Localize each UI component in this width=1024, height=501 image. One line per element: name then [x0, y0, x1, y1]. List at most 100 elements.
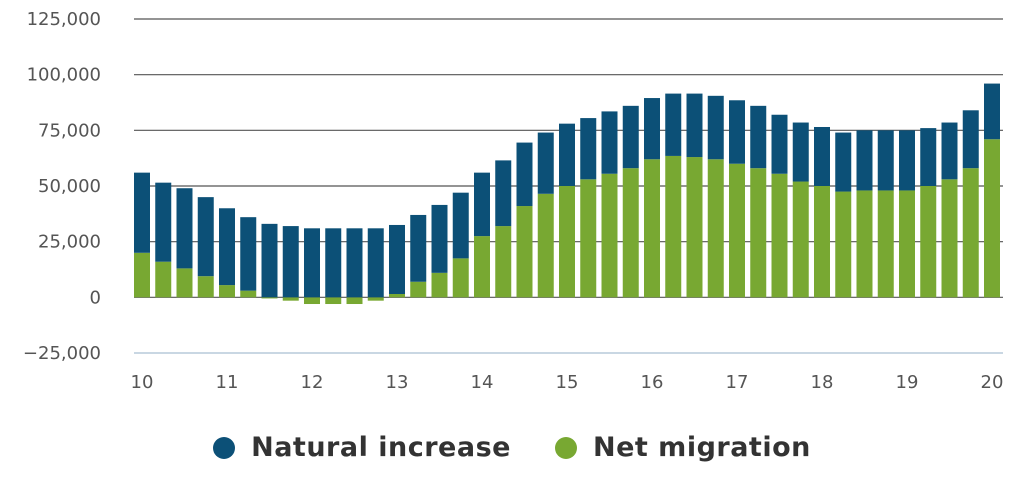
bar-natural-increase	[495, 160, 512, 227]
legend-item-natural-increase[interactable]: Natural increase	[213, 432, 511, 463]
bar-net-migration	[155, 261, 172, 298]
bar-net-migration	[410, 281, 427, 298]
bar-net-migration	[240, 290, 257, 298]
legend-swatch-net-migration	[554, 436, 577, 459]
bar-natural-increase	[835, 132, 852, 192]
bar-natural-increase	[410, 214, 427, 282]
bar-net-migration	[346, 297, 363, 305]
bar-natural-increase	[601, 111, 618, 174]
bar-stack	[367, 228, 384, 301]
bar-net-migration	[197, 276, 214, 298]
y-tick-label: 0	[90, 287, 101, 308]
bar-natural-increase	[856, 130, 873, 191]
y-tick-label: 25,000	[38, 232, 101, 253]
bar-natural-increase	[750, 105, 767, 169]
bar-natural-increase	[729, 100, 745, 164]
y-tick-label: −25,000	[23, 343, 101, 364]
bar-stack	[580, 118, 597, 298]
bar-natural-increase	[814, 126, 830, 186]
bar-stack	[622, 105, 639, 298]
bar-natural-increase	[707, 95, 724, 160]
bar-net-migration	[559, 186, 575, 298]
bar-stack	[835, 132, 852, 298]
bar-natural-increase	[176, 188, 193, 269]
bar-natural-increase	[367, 228, 384, 298]
bar-net-migration	[474, 236, 490, 298]
bar-stack	[495, 160, 512, 298]
bar-stack	[389, 224, 405, 298]
legend: Natural increase Net migration	[0, 432, 1024, 463]
bar-net-migration	[665, 155, 682, 298]
x-tick-label: 12	[301, 372, 324, 393]
bar-net-migration	[282, 297, 299, 301]
bar-stack	[134, 172, 150, 298]
bar-natural-increase	[665, 93, 682, 156]
bar-stack	[729, 100, 745, 298]
x-tick-label: 10	[131, 372, 154, 393]
x-tick-label: 15	[556, 372, 579, 393]
bar-natural-increase	[304, 228, 320, 298]
bar-natural-increase	[282, 226, 299, 298]
x-tick-label: 11	[216, 372, 239, 393]
bar-stack	[814, 126, 830, 298]
bar-stack	[984, 83, 1000, 298]
bar-net-migration	[601, 173, 618, 298]
bar-natural-increase	[537, 132, 554, 194]
bar-natural-increase	[622, 105, 639, 169]
bar-net-migration	[367, 297, 384, 301]
y-tick-label: 50,000	[38, 176, 101, 197]
bar-stack	[155, 182, 172, 298]
bar-stack	[325, 228, 342, 305]
bar-natural-increase	[474, 172, 490, 237]
x-tick-label: 14	[471, 372, 494, 393]
bar-natural-increase	[877, 130, 894, 191]
bar-stack	[707, 95, 724, 298]
bar-stack	[197, 197, 214, 298]
bar-natural-increase	[644, 98, 660, 160]
bar-stack	[261, 223, 278, 299]
bar-natural-increase	[516, 142, 533, 207]
bar-net-migration	[750, 168, 767, 298]
bar-stack	[219, 208, 235, 298]
bar-net-migration	[686, 157, 703, 298]
bar-net-migration	[516, 206, 533, 298]
bar-net-migration	[261, 297, 278, 299]
bar-natural-increase	[771, 114, 788, 174]
bar-net-migration	[219, 285, 235, 298]
bar-stack	[941, 122, 958, 298]
bar-natural-increase	[134, 172, 150, 253]
bar-natural-increase	[346, 228, 363, 298]
legend-swatch-natural-increase	[213, 436, 236, 459]
bar-stack	[452, 192, 469, 298]
bar-net-migration	[707, 159, 724, 298]
x-tick-label: 19	[896, 372, 919, 393]
bar-net-migration	[134, 252, 150, 298]
bar-net-migration	[325, 297, 342, 305]
bar-natural-increase	[580, 118, 597, 180]
bar-net-migration	[389, 293, 405, 298]
bar-natural-increase	[431, 204, 448, 273]
bar-stack	[431, 204, 448, 298]
bar-net-migration	[984, 139, 1000, 298]
bar-stack	[304, 228, 320, 305]
bar-net-migration	[814, 186, 830, 298]
bar-stack	[665, 93, 682, 298]
bar-stack	[176, 188, 193, 298]
y-tick-label: 100,000	[27, 65, 101, 86]
bar-natural-increase	[984, 83, 1000, 140]
bar-natural-increase	[899, 130, 915, 191]
bar-net-migration	[835, 191, 852, 298]
bar-stack	[516, 142, 533, 298]
bar-net-migration	[537, 193, 554, 298]
legend-item-net-migration[interactable]: Net migration	[554, 432, 811, 463]
y-axis-tick-labels: 125,000 100,000 75,000 50,000 25,000 0 −25,000	[23, 9, 101, 364]
x-tick-label: 20	[981, 372, 1004, 393]
bar-stack	[601, 111, 618, 298]
bar-net-migration	[452, 258, 469, 298]
bar-stack	[920, 128, 937, 298]
bar-stack	[474, 172, 490, 298]
bar-stack	[282, 226, 299, 301]
bar-natural-increase	[920, 128, 937, 186]
bar-net-migration	[431, 272, 448, 298]
